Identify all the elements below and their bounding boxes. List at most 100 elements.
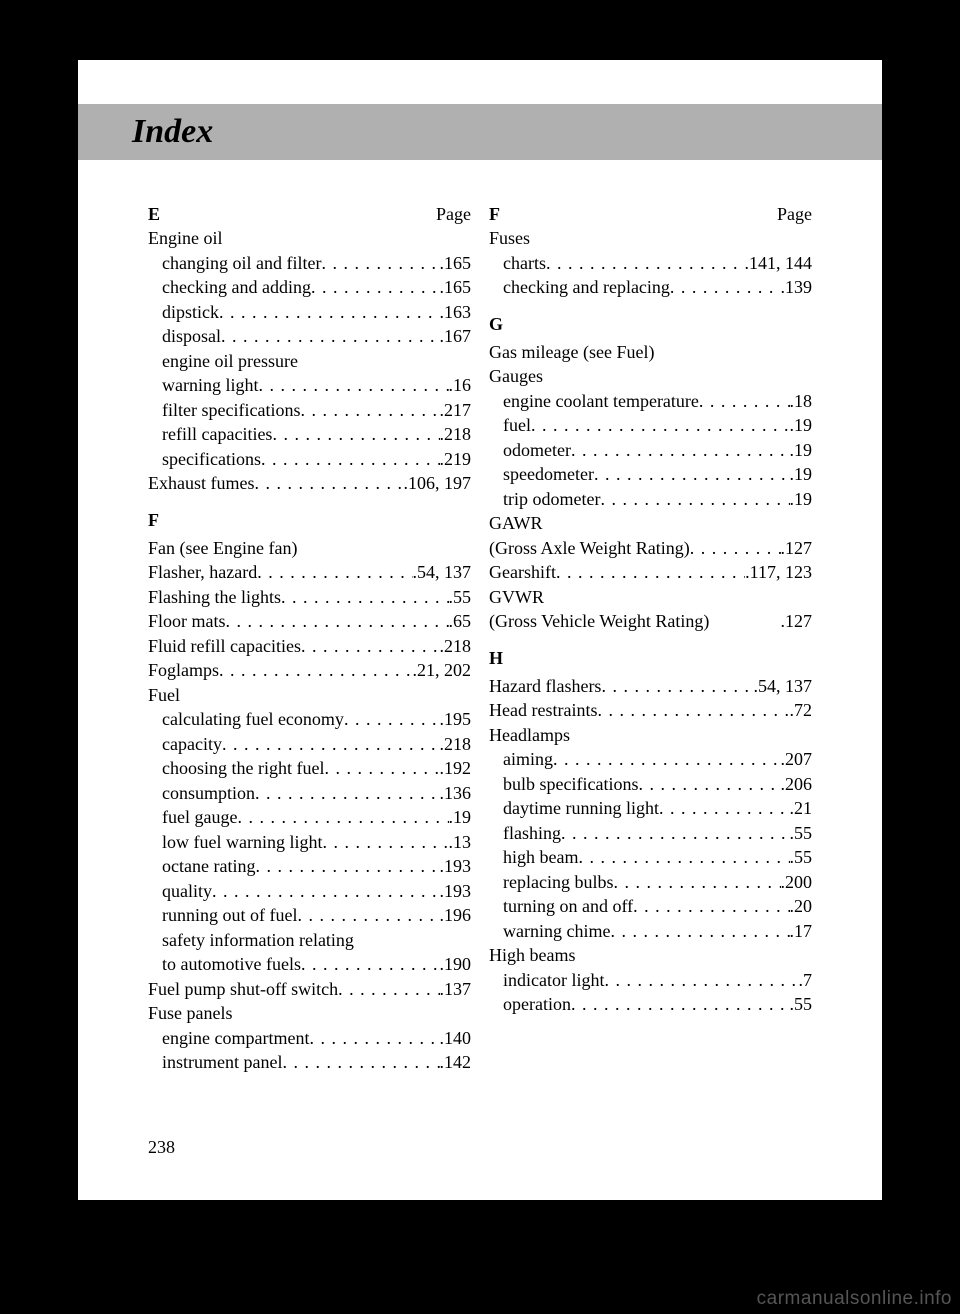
entry-label: quality bbox=[162, 879, 212, 904]
leader-dots bbox=[604, 968, 798, 993]
letter-label: F bbox=[489, 202, 500, 226]
index-entry: Fuse panels bbox=[148, 1001, 471, 1026]
index-entry: refill capacities.218 bbox=[148, 422, 471, 447]
leader-dots bbox=[311, 275, 440, 300]
leader-dots bbox=[690, 536, 781, 561]
index-entry: Fuel pump shut-off switch.137 bbox=[148, 977, 471, 1002]
entry-page: .19 bbox=[790, 487, 813, 512]
document-page: Index EPageEngine oilchanging oil and fi… bbox=[78, 60, 882, 1200]
leader-dots bbox=[297, 903, 439, 928]
index-entry: Flashing the lights .55 bbox=[148, 585, 471, 610]
leader-dots bbox=[301, 952, 440, 977]
index-entry: calculating fuel economy.195 bbox=[148, 707, 471, 732]
leader-dots bbox=[699, 389, 790, 414]
index-entry: charts.141, 144 bbox=[489, 251, 812, 276]
index-entry: octane rating.193 bbox=[148, 854, 471, 879]
index-entry: daytime running light .21 bbox=[489, 796, 812, 821]
index-entry: to automotive fuels.190 bbox=[148, 952, 471, 977]
page-heading: Page bbox=[436, 202, 471, 226]
leader-dots bbox=[571, 992, 790, 1017]
entry-page: .117, 123 bbox=[745, 560, 812, 585]
entry-label: daytime running light bbox=[503, 796, 659, 821]
entry-label: engine coolant temperature bbox=[503, 389, 699, 414]
leader-dots bbox=[597, 698, 789, 723]
leader-dots bbox=[255, 781, 440, 806]
entry-page: .55 bbox=[790, 821, 813, 846]
index-entry: safety information relating bbox=[148, 928, 471, 953]
entry-label: instrument panel bbox=[162, 1050, 282, 1075]
entry-label: checking and replacing bbox=[503, 275, 670, 300]
index-entry: Head restraints.72 bbox=[489, 698, 812, 723]
index-entry: trip odometer.19 bbox=[489, 487, 812, 512]
entry-label: bulb specifications bbox=[503, 772, 638, 797]
entry-label: Fluid refill capacities bbox=[148, 634, 301, 659]
index-entry: low fuel warning light.13 bbox=[148, 830, 471, 855]
entry-page: .18 bbox=[790, 389, 813, 414]
entry-page: .55 bbox=[449, 585, 472, 610]
leader-dots bbox=[578, 845, 789, 870]
watermark-text: carmanualsonline.info bbox=[757, 1288, 952, 1310]
entry-label: fuel bbox=[503, 413, 531, 438]
leader-dots bbox=[282, 1050, 439, 1075]
entry-page: .218 bbox=[440, 732, 472, 757]
leader-dots bbox=[272, 422, 439, 447]
entry-page: .190 bbox=[440, 952, 472, 977]
entry-page: .20 bbox=[790, 894, 813, 919]
leader-dots bbox=[553, 747, 781, 772]
entry-label: engine compartment bbox=[162, 1026, 309, 1051]
entry-page: .217 bbox=[440, 398, 472, 423]
entry-label: Flasher, hazard bbox=[148, 560, 257, 585]
entry-label: Flashing the lights bbox=[148, 585, 281, 610]
entry-page: .139 bbox=[781, 275, 813, 300]
entry-page: .19 bbox=[790, 413, 813, 438]
leader-dots bbox=[226, 609, 449, 634]
entry-label: fuel gauge bbox=[162, 805, 237, 830]
index-entry: checking and adding.165 bbox=[148, 275, 471, 300]
index-entry: disposal.167 bbox=[148, 324, 471, 349]
index-entry: GAWR bbox=[489, 511, 812, 536]
entry-page: .17 bbox=[790, 919, 813, 944]
leader-dots bbox=[212, 879, 440, 904]
entry-page: .192 bbox=[440, 756, 472, 781]
leader-dots bbox=[338, 977, 439, 1002]
entry-page: .207 bbox=[781, 747, 813, 772]
index-entry: Fan (see Engine fan) bbox=[148, 536, 471, 561]
index-entry: Fluid refill capacities .218 bbox=[148, 634, 471, 659]
entry-label: Fuses bbox=[489, 226, 530, 251]
index-entry: specifications.219 bbox=[148, 447, 471, 472]
entry-label: warning chime bbox=[503, 919, 610, 944]
index-entry: (Gross Vehicle Weight Rating) .127 bbox=[489, 609, 812, 634]
index-entry: Fuses bbox=[489, 226, 812, 251]
entry-page: .55 bbox=[790, 845, 813, 870]
index-entry: Exhaust fumes.106, 197 bbox=[148, 471, 471, 496]
entry-label: warning light bbox=[162, 373, 259, 398]
leader-dots bbox=[556, 560, 745, 585]
entry-page: .16 bbox=[449, 373, 472, 398]
entry-page: .21 bbox=[790, 796, 813, 821]
leader-dots bbox=[546, 251, 745, 276]
index-header-bar: Index bbox=[78, 104, 882, 160]
entry-label: safety information relating bbox=[162, 928, 354, 953]
entry-page: .218 bbox=[440, 634, 472, 659]
entry-label: running out of fuel bbox=[162, 903, 297, 928]
entry-page: .165 bbox=[440, 251, 472, 276]
entry-label: indicator light bbox=[503, 968, 604, 993]
index-entry: (Gross Axle Weight Rating).127 bbox=[489, 536, 812, 561]
index-entry: Engine oil bbox=[148, 226, 471, 251]
entry-page: .142 bbox=[440, 1050, 472, 1075]
index-entry: aiming.207 bbox=[489, 747, 812, 772]
entry-label: Headlamps bbox=[489, 723, 570, 748]
leader-dots bbox=[254, 471, 403, 496]
section-letter: F bbox=[148, 508, 471, 532]
leader-dots bbox=[344, 707, 440, 732]
leader-dots bbox=[594, 462, 790, 487]
section-letter: FPage bbox=[489, 202, 812, 226]
index-entry: indicator light.7 bbox=[489, 968, 812, 993]
section-letter: H bbox=[489, 646, 812, 670]
entry-label: (Gross Axle Weight Rating) bbox=[489, 536, 690, 561]
index-title: Index bbox=[132, 113, 213, 151]
index-entry: warning light .16 bbox=[148, 373, 471, 398]
entry-label: Gauges bbox=[489, 364, 543, 389]
entry-page: .19 bbox=[449, 805, 472, 830]
index-entry: changing oil and filter.165 bbox=[148, 251, 471, 276]
